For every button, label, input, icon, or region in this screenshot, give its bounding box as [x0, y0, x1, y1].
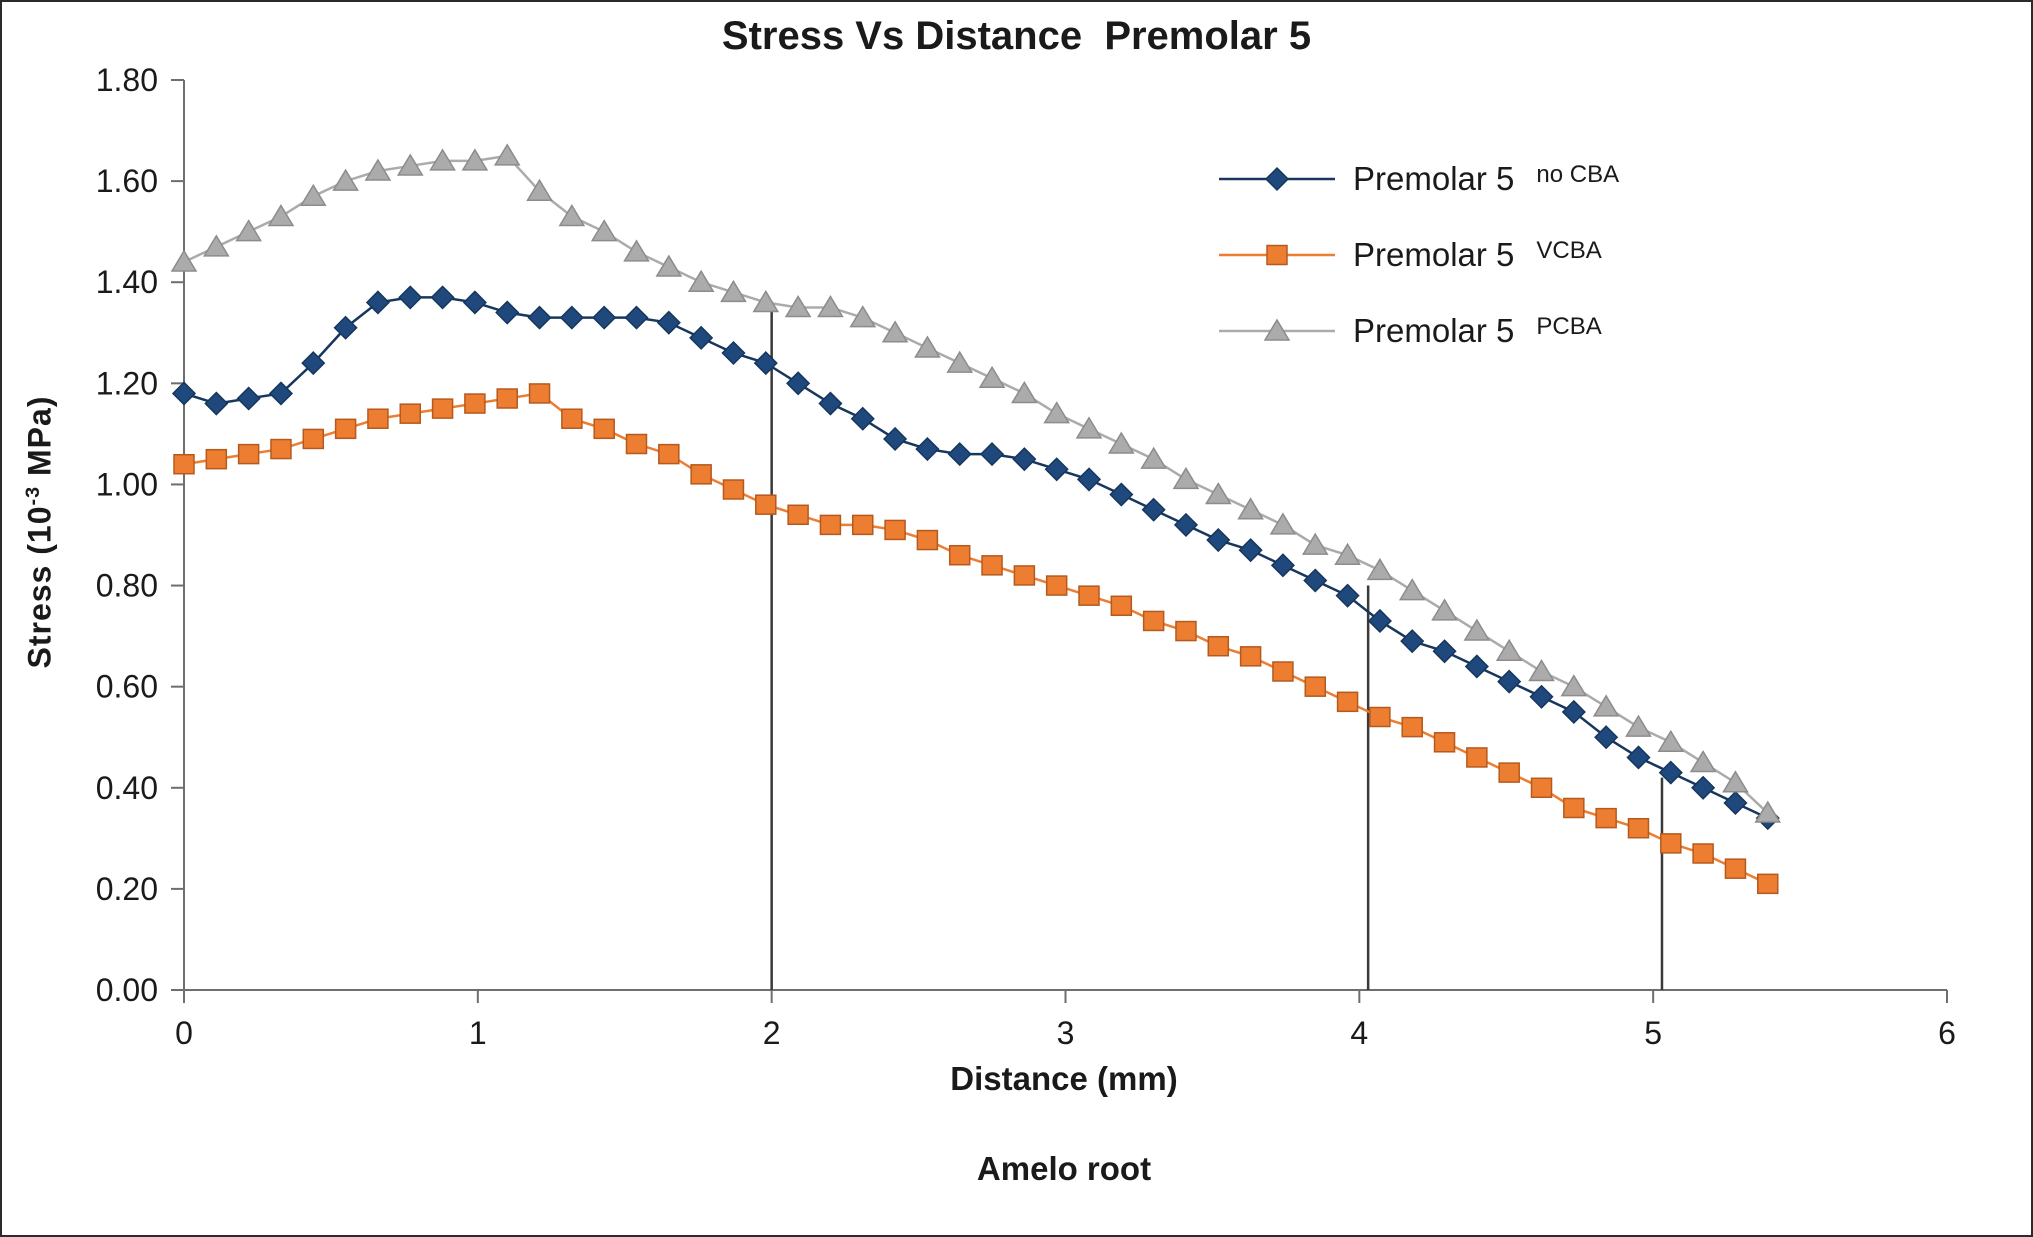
- x-tick-label: 2: [763, 1015, 781, 1051]
- y-tick-label: 1.20: [96, 365, 158, 401]
- legend-item-pcba: Premolar 5 PCBA: [1217, 312, 1619, 350]
- chart-title: Stress Vs Distance Premolar 5: [721, 14, 1312, 58]
- legend-sublabel: PCBA: [1536, 313, 1602, 340]
- legend-label: Premolar 5: [1353, 236, 1515, 273]
- legend-label: Premolar 5: [1353, 160, 1515, 197]
- legend-marker-triangle-icon: [1219, 318, 1335, 341]
- x-tick-label: 1: [469, 1015, 487, 1051]
- series-no-cba: [171, 285, 1780, 831]
- legend-label: Premolar 5: [1353, 312, 1515, 349]
- y-tick-label: 1.60: [96, 163, 158, 199]
- legend-item-no-cba: Premolar 5 no CBA: [1217, 160, 1619, 198]
- legend: Premolar 5 no CBA Premolar 5 VCBA Premol…: [1217, 160, 1619, 350]
- y-axis-label: Stress (10-3 MPa): [22, 396, 59, 669]
- y-tick-label: 1.00: [96, 466, 158, 502]
- legend-item-vcba: Premolar 5 VCBA: [1217, 236, 1619, 274]
- legend-sublabel: no CBA: [1536, 161, 1620, 188]
- x-tick-label: 0: [175, 1015, 193, 1051]
- y-tick-label: 0.40: [96, 770, 158, 806]
- legend-marker-square-icon: [1219, 244, 1335, 266]
- y-tick-label: 1.80: [96, 62, 158, 98]
- footer-label: Amelo root: [976, 1150, 1152, 1187]
- y-tick-label: 0.80: [96, 568, 158, 604]
- legend-marker-diamond-icon: [1219, 166, 1335, 192]
- x-tick-label: 6: [1938, 1015, 1956, 1051]
- y-axis-label-suffix: MPa): [21, 395, 58, 486]
- y-tick-label: 0.60: [96, 669, 158, 705]
- y-tick-label: 0.20: [96, 871, 158, 907]
- x-tick-label: 3: [1057, 1015, 1075, 1051]
- x-tick-label: 4: [1350, 1015, 1368, 1051]
- legend-sublabel: VCBA: [1536, 237, 1602, 264]
- series-vcba: [173, 383, 1779, 895]
- x-tick-label: 5: [1644, 1015, 1662, 1051]
- y-axis-label-prefix: Stress (10: [21, 505, 58, 669]
- y-axis-label-superscript: -3: [21, 485, 44, 506]
- series-pcba: [170, 143, 1782, 823]
- y-tick-label: 0.00: [96, 972, 158, 1008]
- y-tick-label: 1.40: [96, 264, 158, 300]
- x-axis-label: Distance (mm): [950, 1060, 1178, 1097]
